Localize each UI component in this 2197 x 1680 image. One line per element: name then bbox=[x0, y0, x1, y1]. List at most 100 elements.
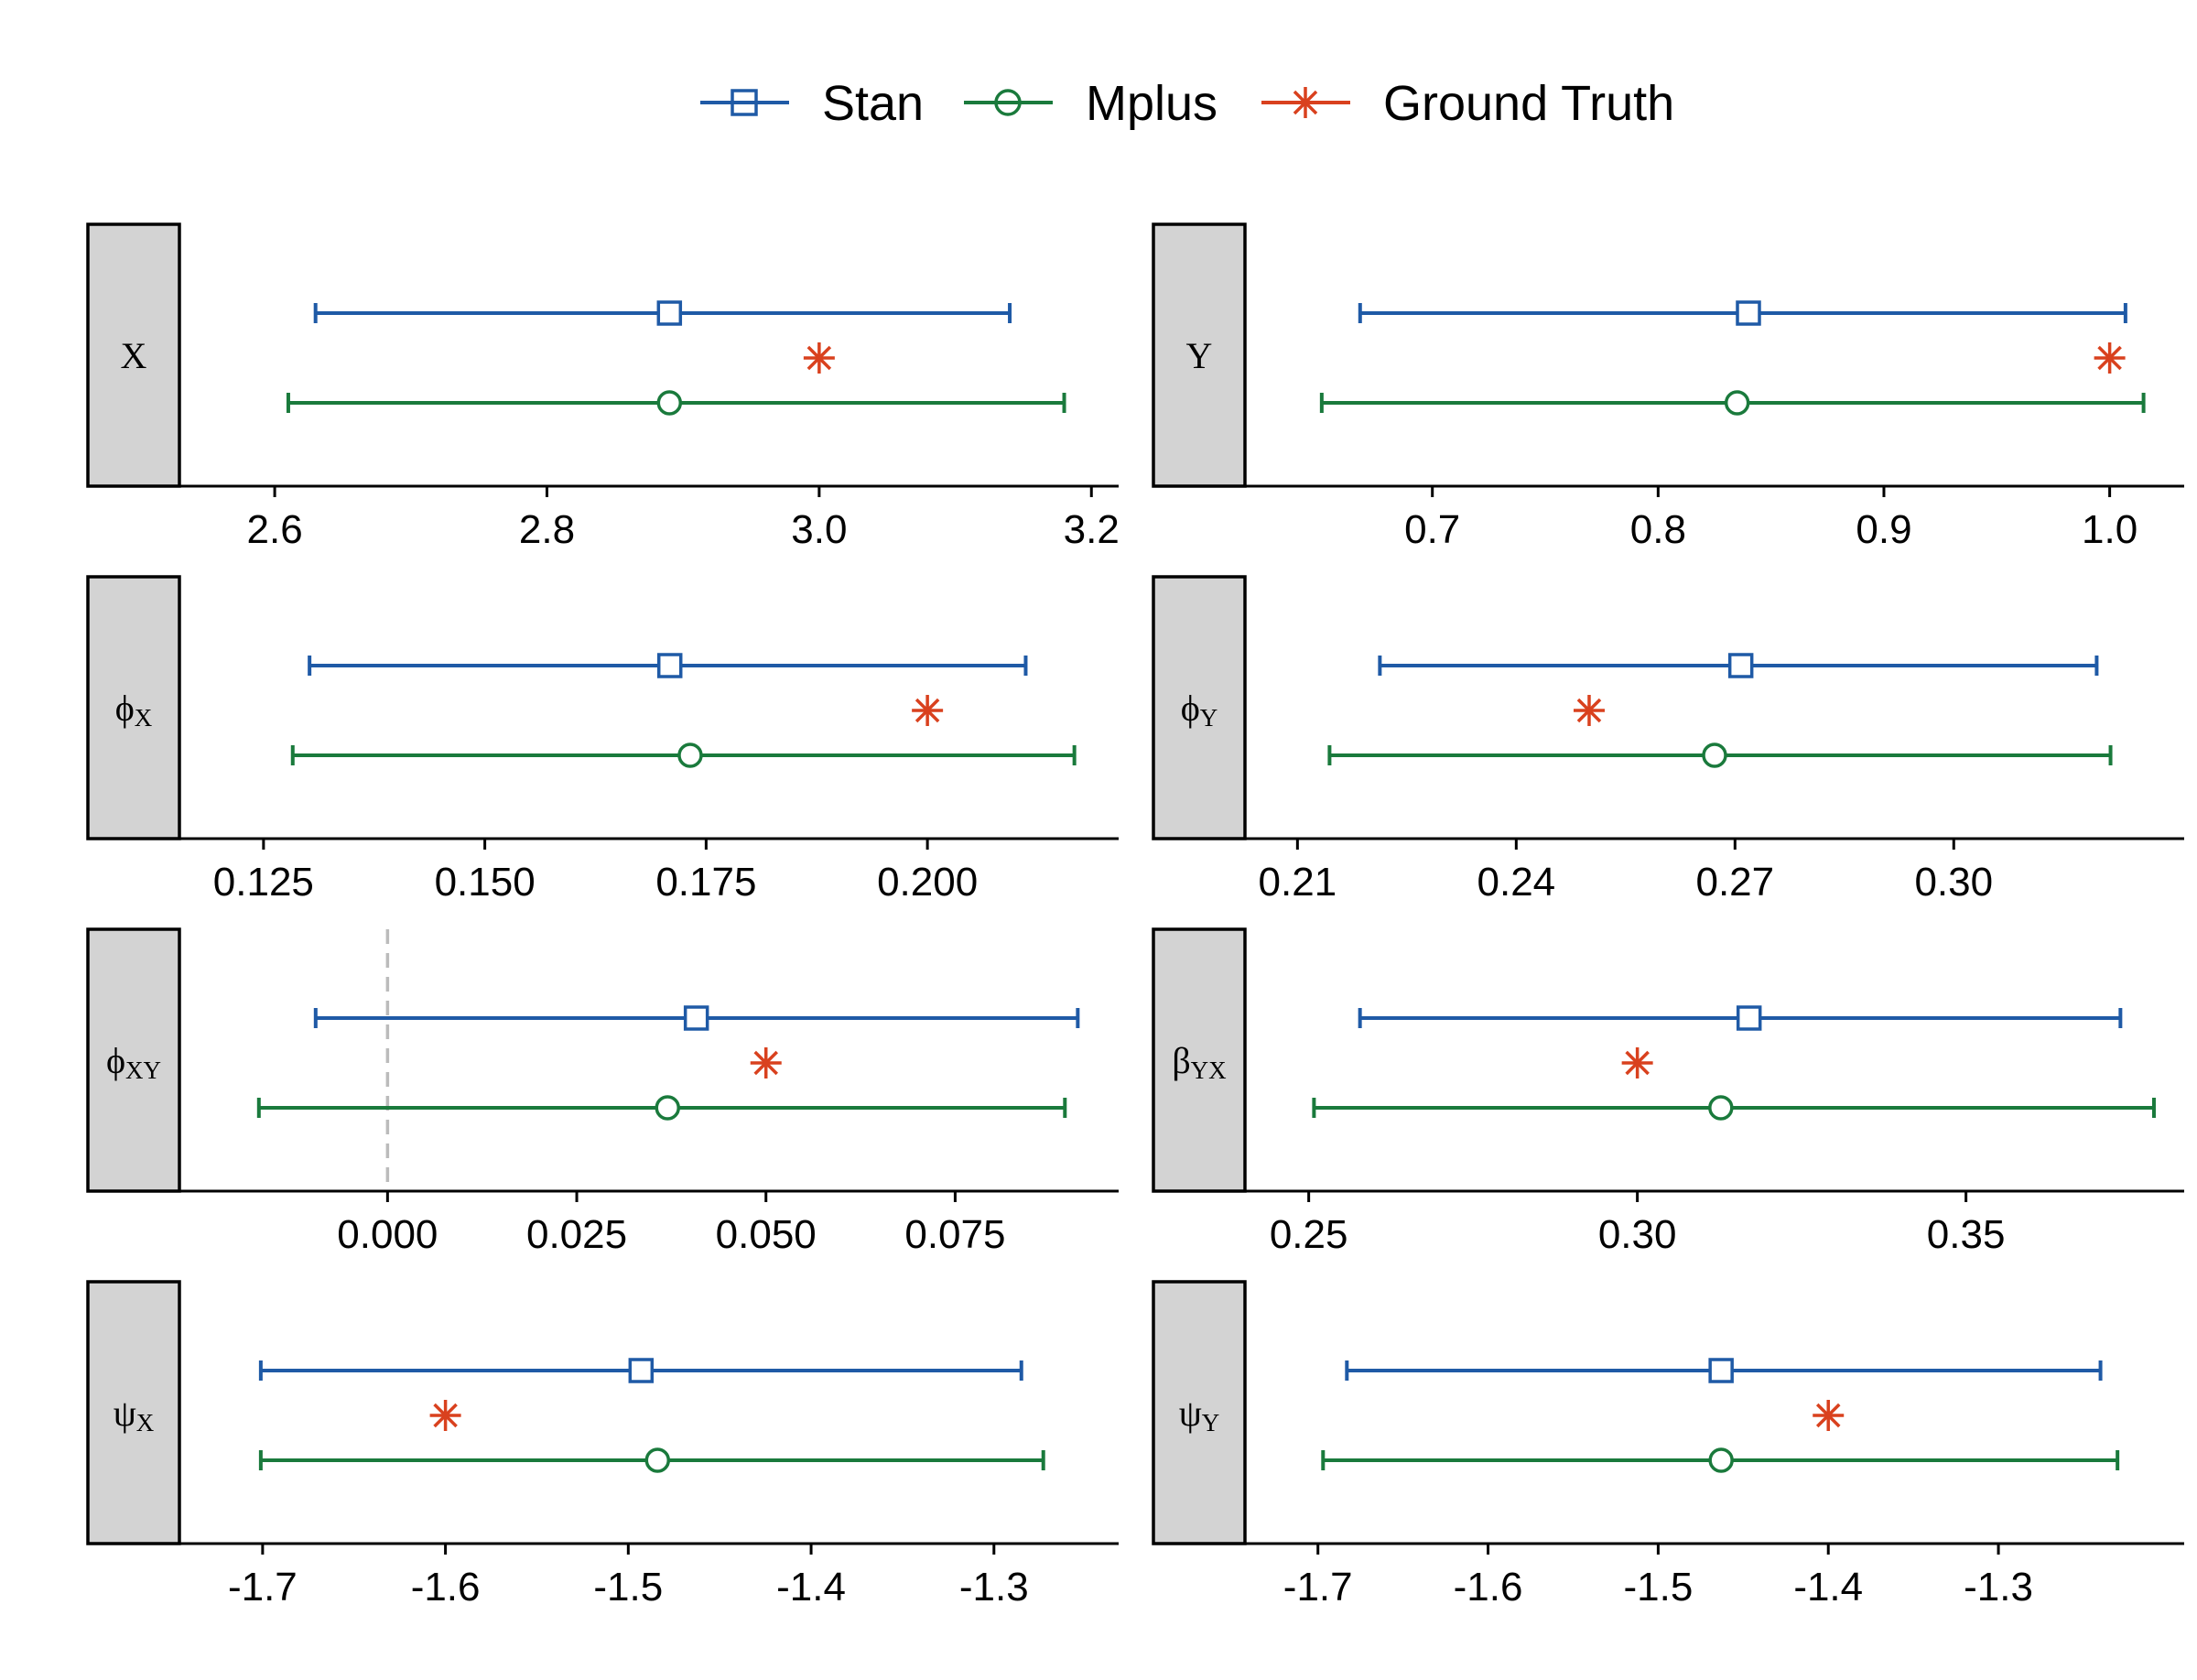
panel-strip bbox=[86, 927, 181, 1193]
mplus-estimate-marker bbox=[1708, 1447, 1734, 1473]
stan-estimate-marker bbox=[1727, 653, 1754, 678]
panel-strip-label: ϕXY bbox=[106, 1040, 161, 1084]
x-tick-label: 0.21 bbox=[1259, 860, 1337, 905]
stan-estimate-marker bbox=[656, 300, 683, 326]
legend-truth-star-marker bbox=[1290, 87, 1321, 118]
stan-interval bbox=[1378, 653, 2099, 678]
ground-truth-marker bbox=[2094, 342, 2126, 374]
x-tick-label: 2.6 bbox=[247, 507, 303, 552]
panel-strip-label-sub: Y bbox=[1200, 704, 1218, 732]
x-tick-label: 0.200 bbox=[877, 860, 978, 905]
panel-strip-label-main: ϕ bbox=[1181, 688, 1200, 729]
mplus-estimate-marker bbox=[655, 1095, 681, 1121]
legend-stan-label: Stan bbox=[822, 76, 924, 131]
mplus-estimate-marker bbox=[677, 742, 703, 768]
x-tick-label: -1.4 bbox=[1793, 1565, 1863, 1610]
panel-strip-label: ψY bbox=[1179, 1393, 1220, 1436]
stan-interval bbox=[1358, 1005, 2123, 1031]
x-tick-label: -1.5 bbox=[593, 1565, 663, 1610]
x-tick-label: 0.8 bbox=[1630, 507, 1686, 552]
mplus-interval bbox=[256, 1095, 1067, 1121]
stan-estimate-marker bbox=[683, 1005, 709, 1031]
x-tick-label: 3.2 bbox=[1064, 507, 1120, 552]
x-tick-label: 0.050 bbox=[716, 1212, 817, 1257]
x-tick-label: -1.5 bbox=[1623, 1565, 1693, 1610]
mplus-estimate-marker bbox=[1724, 390, 1750, 416]
x-tick-label: 0.24 bbox=[1477, 860, 1556, 905]
panel-strip-label: Y bbox=[1186, 335, 1213, 376]
x-tick-label: 0.30 bbox=[1914, 860, 1993, 905]
panel-strip-label-main: ψ bbox=[1179, 1393, 1202, 1434]
panel-beta_YX: βYX 0.25 0.30 0.35 bbox=[1152, 927, 2184, 1257]
panel-strip bbox=[86, 575, 181, 840]
x-tick-label: 0.7 bbox=[1404, 507, 1460, 552]
legend-mplus-label: Mplus bbox=[1086, 76, 1218, 131]
panel-Y: Y 0.7 0.8 0.9 1.0 bbox=[1152, 222, 2184, 552]
stan-interval bbox=[313, 300, 1012, 326]
stan-estimate-marker bbox=[628, 1358, 655, 1383]
x-tick-label: 0.35 bbox=[1927, 1212, 2006, 1257]
panel-phi_Y: ϕY 0.21 0.24 0.27 0.30 bbox=[1152, 575, 2184, 905]
mplus-interval bbox=[290, 742, 1077, 768]
panel-phi_XY: ϕXY 0.000 0.025 0.050 0.075 bbox=[86, 927, 1119, 1257]
panel-strip-label: ϕY bbox=[1181, 688, 1218, 732]
stan-interval bbox=[313, 1005, 1080, 1031]
x-tick-label: -1.3 bbox=[1964, 1565, 2033, 1610]
x-tick-label: 0.025 bbox=[526, 1212, 627, 1257]
panel-strip-label: ϕX bbox=[115, 688, 153, 732]
x-tick-label: -1.7 bbox=[1283, 1565, 1353, 1610]
panel-strip-label-main: ψ bbox=[114, 1393, 136, 1434]
panel-strip-label-main: ϕ bbox=[115, 688, 135, 729]
mplus-interval bbox=[1319, 390, 2146, 416]
x-tick-label: 0.30 bbox=[1598, 1212, 1677, 1257]
panel-strip-label-main: ϕ bbox=[106, 1040, 125, 1081]
ground-truth-marker bbox=[750, 1047, 782, 1078]
x-tick-label: -1.6 bbox=[411, 1565, 481, 1610]
panel-strip-label-sub: Y bbox=[1202, 1409, 1220, 1436]
panel-strip bbox=[1152, 1280, 1247, 1545]
legend-stan-square-marker bbox=[731, 89, 758, 116]
panel-strip-label-main: Y bbox=[1186, 335, 1213, 376]
mplus-interval bbox=[258, 1447, 1045, 1473]
panel-psi_Y: ψY -1.7 -1.6 -1.5 -1.4 -1.3 bbox=[1152, 1280, 2184, 1610]
x-tick-label: -1.6 bbox=[1454, 1565, 1523, 1610]
x-tick-label: -1.3 bbox=[959, 1565, 1029, 1610]
stan-interval bbox=[1358, 300, 2127, 326]
ground-truth-marker bbox=[429, 1400, 461, 1431]
panel-strip-label: βYX bbox=[1172, 1040, 1227, 1084]
legend-truth-label: Ground Truth bbox=[1383, 76, 1674, 131]
stan-interval bbox=[258, 1358, 1023, 1383]
mplus-interval bbox=[1321, 1447, 2120, 1473]
ground-truth-marker bbox=[912, 695, 944, 726]
panel-strip-label-sub: XY bbox=[125, 1057, 161, 1084]
x-tick-label: 0.27 bbox=[1695, 860, 1774, 905]
stan-estimate-marker bbox=[656, 653, 683, 678]
x-tick-label: 0.075 bbox=[904, 1212, 1005, 1257]
panel-strip bbox=[86, 1280, 181, 1545]
panel-X: X 2.6 2.8 3.0 3.2 bbox=[86, 222, 1120, 552]
mplus-estimate-marker bbox=[1702, 742, 1727, 768]
panel-strip bbox=[1152, 575, 1247, 840]
stan-estimate-marker bbox=[1736, 300, 1761, 326]
panel-strip-label-main: X bbox=[121, 335, 147, 376]
x-tick-label: 0.000 bbox=[337, 1212, 438, 1257]
panel-strip-label-sub: YX bbox=[1191, 1057, 1227, 1084]
legend: Stan Mplus Ground Truth bbox=[700, 76, 1674, 131]
x-tick-label: 0.150 bbox=[435, 860, 536, 905]
x-tick-label: 0.125 bbox=[213, 860, 314, 905]
ground-truth-marker bbox=[1621, 1047, 1653, 1078]
stan-estimate-marker bbox=[1736, 1005, 1762, 1031]
panel-phi_X: ϕX 0.125 0.150 0.175 0.200 bbox=[86, 575, 1119, 905]
x-tick-label: 0.25 bbox=[1270, 1212, 1348, 1257]
mplus-interval bbox=[286, 390, 1066, 416]
x-tick-label: 0.9 bbox=[1856, 507, 1911, 552]
ground-truth-marker bbox=[1573, 695, 1605, 726]
panel-strip-label-main: β bbox=[1172, 1040, 1190, 1081]
x-tick-label: 1.0 bbox=[2082, 507, 2137, 552]
legend-mplus-circle-marker bbox=[994, 89, 1022, 116]
x-tick-label: -1.7 bbox=[228, 1565, 298, 1610]
panel-strip-label-sub: X bbox=[135, 704, 153, 732]
mplus-interval bbox=[1312, 1095, 2156, 1121]
